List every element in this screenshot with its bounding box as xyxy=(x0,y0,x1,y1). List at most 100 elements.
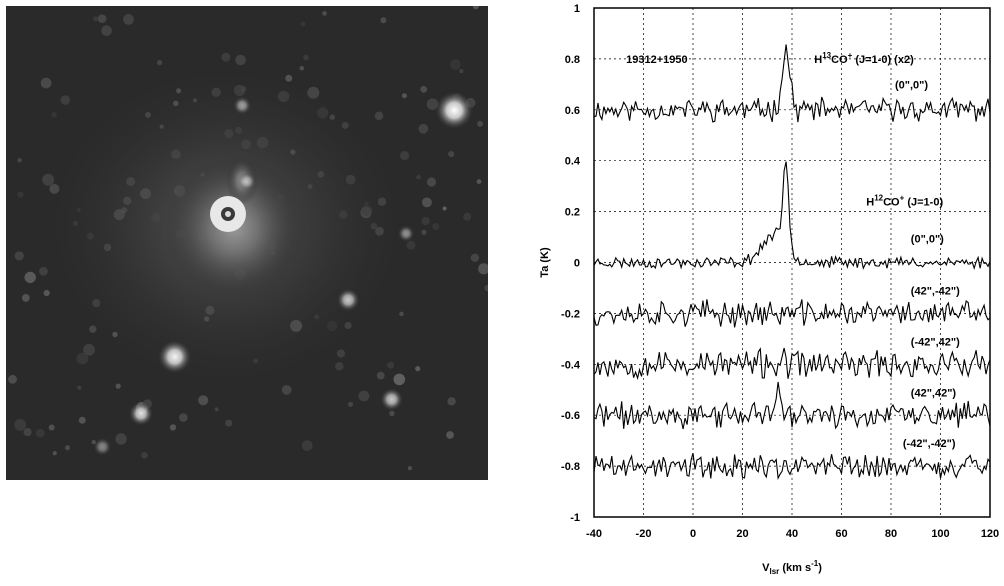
h13co-transition-label: H13CO+ (J=1-0) (x2) xyxy=(814,51,914,66)
faint-star xyxy=(358,390,370,402)
chart-svg: -40 -20 0 20 40 60 80 100 120 -1 -0.8 -0.6 -0.4 -0.2 0… xyxy=(539,3,999,576)
faint-star xyxy=(115,433,127,445)
x-tick-label: 80 xyxy=(885,528,897,540)
faint-star xyxy=(141,452,148,459)
faint-star xyxy=(407,466,412,471)
faint-star xyxy=(301,440,313,451)
spectra-chart: -40 -20 0 20 40 60 80 100 120 -1 -0.8 -0.6 -0.4 -0.2 0… xyxy=(520,0,1004,581)
faint-star xyxy=(78,416,86,424)
faint-star xyxy=(415,366,421,372)
spectra-series xyxy=(593,44,991,481)
faint-star xyxy=(83,343,95,356)
faint-star xyxy=(335,362,344,371)
faint-star xyxy=(470,253,480,262)
faint-star xyxy=(40,77,52,89)
faint-star xyxy=(348,401,353,407)
x-tick-label: 60 xyxy=(835,528,847,540)
x-tick-label: -40 xyxy=(586,528,602,540)
y-tick-label: -0.6 xyxy=(561,410,580,422)
faint-star xyxy=(401,93,407,99)
star xyxy=(232,96,252,115)
faint-star xyxy=(17,191,24,198)
x-tick-label: 100 xyxy=(931,528,949,540)
faint-star xyxy=(448,151,455,158)
axis-ticks: -40 -20 0 20 40 60 80 100 120 -1 -0.8 -0.6 -0.4 -0.2 0… xyxy=(561,3,999,540)
faint-star xyxy=(484,284,488,292)
x-tick-label: -20 xyxy=(636,528,652,540)
star xyxy=(336,288,360,312)
faint-star xyxy=(380,17,387,24)
series-label: (-42",42") xyxy=(911,336,960,348)
faint-star xyxy=(93,16,99,22)
faint-star xyxy=(420,85,428,93)
faint-star xyxy=(478,263,488,275)
faint-star xyxy=(76,352,89,365)
star xyxy=(435,91,474,130)
faint-star xyxy=(51,112,57,118)
spectrum-line xyxy=(593,452,991,481)
faint-star xyxy=(421,216,430,226)
spectrum-line xyxy=(593,161,991,271)
faint-star xyxy=(472,6,479,10)
faint-star xyxy=(214,407,219,412)
faint-star xyxy=(432,223,440,230)
faint-star xyxy=(422,197,432,208)
x-tick-label: 20 xyxy=(736,528,748,540)
faint-star xyxy=(450,59,461,70)
faint-star xyxy=(442,206,447,211)
spectrum-line xyxy=(593,381,991,430)
faint-star xyxy=(52,451,57,456)
y-tick-label: 1 xyxy=(574,3,580,15)
faint-star xyxy=(299,65,305,71)
x-tick-label: 40 xyxy=(786,528,798,540)
faint-star xyxy=(8,374,17,384)
spectrum-line xyxy=(593,44,991,123)
nebula-central-star xyxy=(225,211,231,217)
faint-star xyxy=(60,95,71,105)
faint-star xyxy=(446,431,454,439)
series-label: (42",-42") xyxy=(911,285,960,297)
series-labels: (0",0") (0",0") (42",-42") (-42",42") (42",4… xyxy=(895,79,960,450)
faint-star xyxy=(225,419,233,427)
faint-star xyxy=(157,60,163,66)
faint-star xyxy=(477,120,483,127)
h12co-transition-label: H12CO+ (J=1-0) xyxy=(866,193,943,208)
series-label: (42",42") xyxy=(911,387,957,399)
y-tick-label: -0.4 xyxy=(561,359,581,371)
star xyxy=(380,387,404,411)
star xyxy=(237,172,257,191)
faint-star xyxy=(416,174,421,180)
faint-star xyxy=(426,177,437,187)
spectrum-line xyxy=(593,347,991,381)
faint-star xyxy=(48,424,55,431)
faint-star xyxy=(300,21,306,27)
faint-star xyxy=(43,289,50,297)
nebula-image xyxy=(6,6,488,480)
star xyxy=(397,225,415,242)
faint-star xyxy=(303,54,309,61)
x-axis-label: Vlsr (km s-1) xyxy=(762,559,822,576)
star xyxy=(93,437,112,457)
faint-star xyxy=(17,158,22,163)
faint-star xyxy=(123,14,134,25)
faint-star xyxy=(399,311,404,317)
faint-star xyxy=(97,14,107,23)
faint-star xyxy=(400,151,410,161)
x-tick-label: 120 xyxy=(981,528,999,540)
faint-star xyxy=(65,445,70,451)
faint-star xyxy=(389,410,395,417)
faint-star xyxy=(24,271,36,284)
faint-star xyxy=(179,413,188,422)
faint-star xyxy=(387,361,395,369)
faint-star xyxy=(198,395,209,406)
faint-star xyxy=(459,69,464,74)
faint-star xyxy=(23,428,32,437)
y-tick-label: 0 xyxy=(574,258,580,270)
star xyxy=(157,339,192,374)
y-tick-label: 0.6 xyxy=(565,105,580,117)
nebula-image-svg xyxy=(6,6,488,480)
y-tick-label: 0.8 xyxy=(565,54,580,66)
faint-star xyxy=(447,397,456,406)
faint-star xyxy=(14,419,27,431)
x-tick-label: 0 xyxy=(690,528,696,540)
